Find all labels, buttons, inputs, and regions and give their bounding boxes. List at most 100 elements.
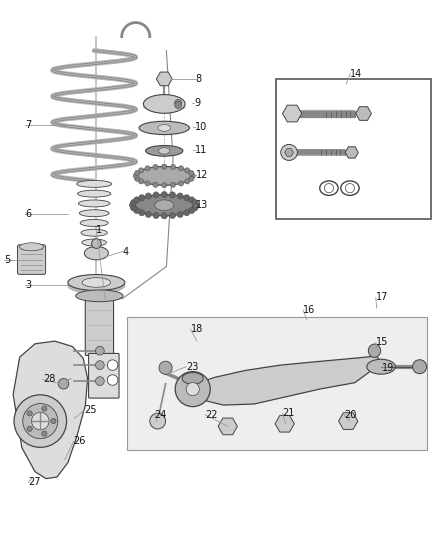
Circle shape (153, 182, 158, 188)
Circle shape (139, 195, 145, 201)
Circle shape (175, 99, 182, 107)
FancyBboxPatch shape (85, 295, 113, 356)
Ellipse shape (82, 278, 110, 287)
Polygon shape (188, 356, 381, 405)
FancyBboxPatch shape (18, 245, 46, 274)
Text: 18: 18 (191, 325, 203, 334)
Circle shape (178, 181, 184, 186)
Circle shape (32, 413, 49, 430)
Ellipse shape (145, 146, 183, 156)
Ellipse shape (81, 229, 107, 236)
Polygon shape (127, 317, 427, 450)
Text: 6: 6 (25, 209, 32, 219)
Ellipse shape (78, 200, 110, 207)
Text: 24: 24 (155, 410, 167, 419)
Text: 12: 12 (196, 170, 208, 180)
Ellipse shape (281, 144, 297, 160)
Circle shape (23, 403, 58, 439)
Circle shape (170, 164, 176, 169)
Circle shape (189, 207, 195, 214)
Circle shape (131, 205, 137, 211)
Circle shape (27, 411, 32, 416)
Ellipse shape (136, 166, 193, 185)
Circle shape (185, 179, 190, 184)
Circle shape (162, 183, 167, 188)
Polygon shape (13, 341, 88, 479)
Circle shape (185, 168, 190, 173)
Text: 16: 16 (303, 305, 315, 315)
Text: 28: 28 (43, 375, 55, 384)
Text: 3: 3 (25, 280, 32, 290)
Text: 26: 26 (74, 437, 86, 446)
Text: 9: 9 (194, 98, 200, 108)
Circle shape (189, 176, 194, 181)
Ellipse shape (367, 359, 395, 374)
Ellipse shape (182, 373, 203, 384)
Circle shape (134, 176, 140, 181)
Circle shape (138, 168, 144, 173)
Circle shape (324, 183, 334, 193)
Ellipse shape (158, 125, 170, 131)
Circle shape (134, 197, 140, 203)
Circle shape (184, 209, 190, 216)
Text: 14: 14 (350, 69, 363, 78)
Ellipse shape (320, 181, 338, 196)
Circle shape (51, 418, 56, 424)
Circle shape (177, 212, 183, 217)
Ellipse shape (77, 180, 112, 188)
Ellipse shape (76, 290, 123, 302)
Ellipse shape (19, 243, 43, 251)
Text: 22: 22 (205, 410, 218, 419)
Ellipse shape (139, 122, 189, 135)
Circle shape (161, 213, 167, 219)
Circle shape (133, 173, 138, 179)
Ellipse shape (155, 200, 174, 211)
Text: 11: 11 (195, 145, 207, 155)
Text: 21: 21 (283, 408, 295, 418)
Ellipse shape (368, 344, 381, 357)
Text: 17: 17 (376, 293, 388, 302)
FancyBboxPatch shape (88, 353, 119, 398)
Circle shape (153, 213, 159, 219)
Ellipse shape (82, 239, 106, 246)
Circle shape (161, 191, 167, 198)
Circle shape (177, 193, 183, 199)
Text: 27: 27 (28, 478, 41, 487)
Circle shape (145, 166, 150, 171)
Circle shape (139, 209, 145, 216)
Circle shape (27, 426, 32, 431)
Ellipse shape (68, 274, 125, 290)
Ellipse shape (132, 195, 196, 216)
Circle shape (170, 192, 176, 198)
Ellipse shape (79, 209, 109, 216)
Circle shape (170, 213, 176, 219)
Circle shape (162, 164, 167, 169)
Circle shape (150, 413, 166, 429)
Circle shape (95, 361, 104, 369)
Circle shape (190, 173, 195, 179)
Circle shape (107, 360, 118, 370)
Text: 15: 15 (376, 337, 388, 347)
Circle shape (145, 193, 152, 199)
Circle shape (189, 171, 194, 176)
Text: 10: 10 (195, 122, 207, 132)
Circle shape (189, 197, 195, 203)
Circle shape (186, 383, 199, 395)
Text: 4: 4 (123, 247, 129, 256)
Circle shape (153, 192, 159, 198)
Circle shape (159, 361, 172, 374)
Ellipse shape (92, 239, 101, 248)
Circle shape (178, 166, 184, 171)
Text: 5: 5 (4, 255, 11, 264)
Circle shape (107, 375, 118, 385)
Circle shape (192, 205, 198, 211)
Ellipse shape (341, 181, 359, 196)
Circle shape (184, 195, 190, 201)
Text: 19: 19 (382, 363, 394, 373)
Circle shape (192, 199, 198, 206)
Circle shape (153, 164, 158, 169)
Circle shape (145, 181, 150, 186)
Bar (276, 79, 431, 219)
Text: 23: 23 (186, 362, 198, 372)
Circle shape (345, 183, 354, 193)
